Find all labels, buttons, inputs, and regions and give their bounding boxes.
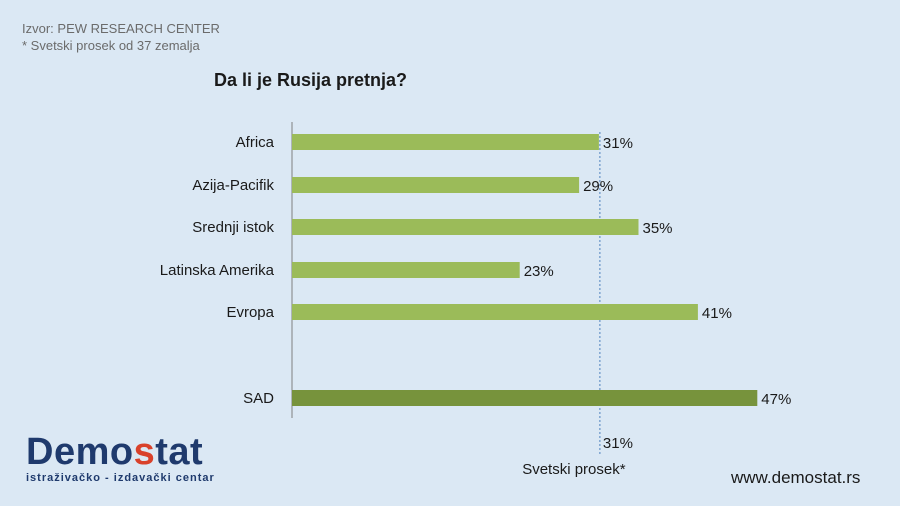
category-label: Srednji istok: [192, 219, 274, 236]
category-label: SAD: [243, 390, 274, 407]
bar-5: [292, 390, 758, 406]
value-label: 29%: [583, 178, 613, 195]
category-label: Azija-Pacifik: [192, 177, 274, 194]
logo-tagline: istraživačko - izdavački centar: [26, 472, 215, 484]
bar-0: [292, 134, 599, 150]
value-label: 47%: [761, 391, 791, 408]
category-label: Africa: [236, 134, 275, 151]
chart-title: Da li je Rusija pretnja?: [214, 70, 408, 90]
demostat-logo: Demostat istraživačko - izdavački centar: [26, 432, 215, 484]
logo-wordmark: Demostat: [26, 431, 204, 473]
bar-4: [292, 304, 698, 320]
value-label: 23%: [524, 263, 554, 280]
bar-3: [292, 262, 520, 278]
world-average-value: 31%: [603, 435, 633, 452]
world-average-label: Svetski prosek*: [522, 461, 626, 478]
value-label: 35%: [643, 220, 673, 237]
footnote-text: * Svetski prosek od 37 zemalja: [22, 38, 200, 53]
source-text: Izvor: PEW RESEARCH CENTER: [22, 21, 220, 36]
website-url: www.demostat.rs: [731, 468, 861, 487]
value-label: 31%: [603, 135, 633, 152]
category-label: Latinska Amerika: [160, 262, 275, 279]
category-label: Evropa: [226, 304, 274, 321]
bar-2: [292, 219, 639, 235]
bar-1: [292, 177, 580, 193]
value-label: 41%: [702, 305, 732, 322]
